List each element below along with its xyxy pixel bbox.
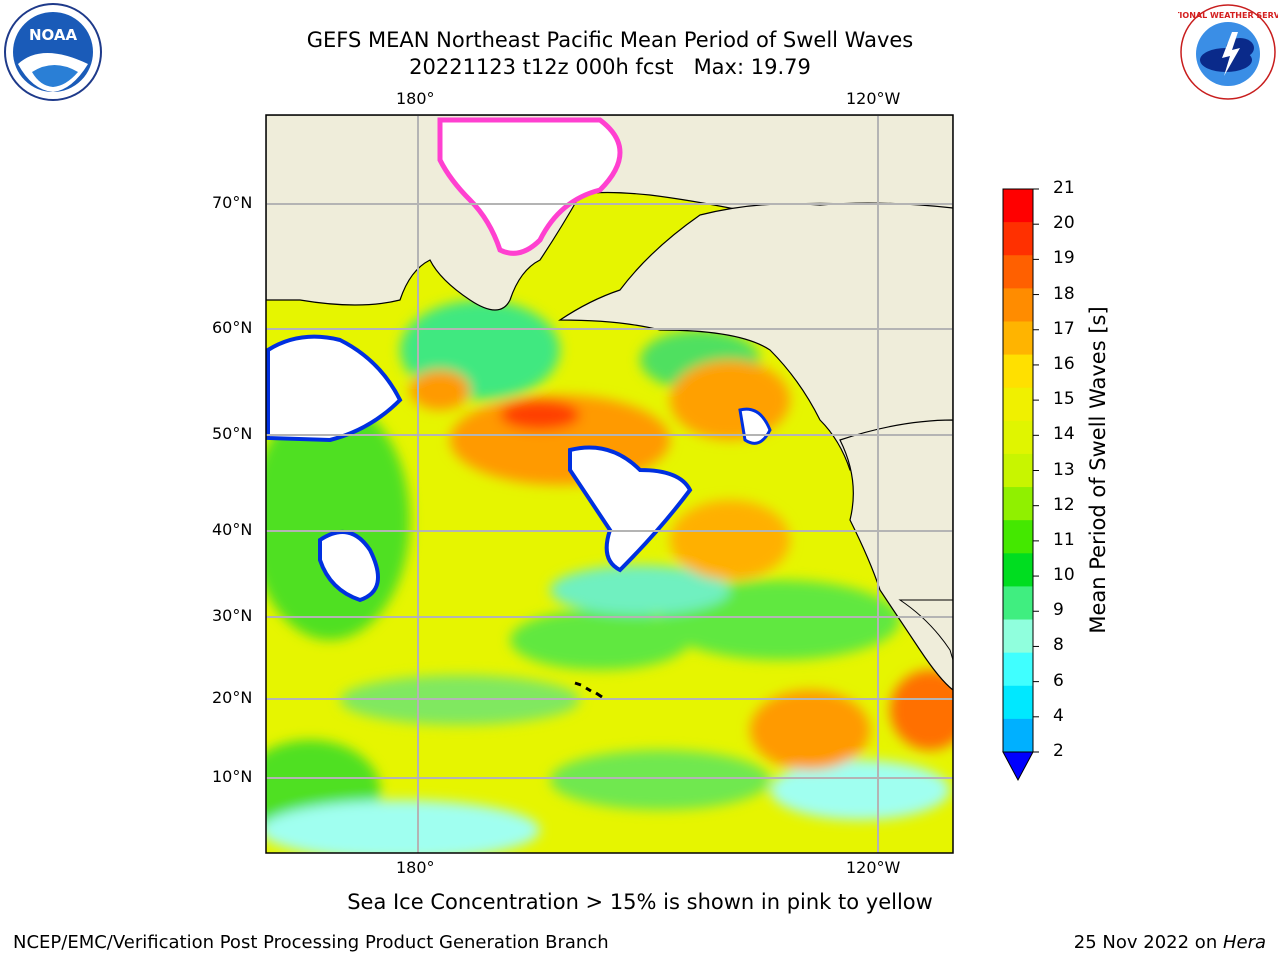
- colorbar-tick-label: 12: [1053, 494, 1075, 515]
- colorbar-segment: [1003, 619, 1033, 654]
- lon-label-top-120w: 120°W: [846, 89, 901, 108]
- colorbar-segment: [1003, 553, 1033, 587]
- colorbar-segment: [1003, 321, 1033, 356]
- colorbar-segment: [1003, 685, 1033, 720]
- colorbar-segment: [1003, 453, 1033, 488]
- colorbar-segment: [1003, 487, 1033, 521]
- colorbar-extension: [1002, 751, 1034, 782]
- noaa-logo-text: NOAA: [29, 26, 78, 44]
- colorbar-tick-label: 13: [1053, 459, 1075, 480]
- colorbar-segment: [1003, 652, 1033, 687]
- colorbar-label: Mean Period of Swell Waves [s]: [1086, 306, 1110, 634]
- colorbar-tick-label: 16: [1053, 353, 1075, 374]
- colorbar-tick-label: 2: [1053, 741, 1064, 761]
- lon-label-top-180: 180°: [396, 89, 435, 108]
- sea-ice-caption: Sea Ice Concentration > 15% is shown in …: [347, 890, 933, 914]
- colorbar-tick-label: 10: [1053, 565, 1075, 586]
- colorbar-tick-label: 14: [1053, 424, 1075, 445]
- colorbar-tick-label: 4: [1053, 705, 1064, 726]
- lat-label-10n: 10°N: [212, 767, 253, 786]
- graticule: [266, 115, 953, 853]
- lat-label-60n: 60°N: [212, 318, 253, 337]
- colorbar-tick-label: 11: [1053, 529, 1075, 550]
- footer-host: Hera: [1222, 932, 1266, 953]
- map-area: [266, 115, 953, 853]
- colorbar-tick-label: 9: [1053, 600, 1064, 621]
- colorbar-tick-label: 8: [1053, 635, 1064, 656]
- colorbar-tick-label: 18: [1053, 283, 1075, 304]
- colorbar-tick-label: 21: [1053, 178, 1075, 198]
- title-line-2: 20221123 t12z 000h fcst Max: 19.79: [409, 55, 811, 79]
- lat-label-50n: 50°N: [212, 424, 253, 443]
- lat-label-20n: 20°N: [212, 688, 253, 707]
- footer-credit: NCEP/EMC/Verification Post Processing Pr…: [13, 932, 609, 953]
- colorbar-segment: [1003, 222, 1033, 256]
- map-frame: [265, 114, 954, 854]
- nws-logo-text: NATIONAL WEATHER SERVICE: [1178, 11, 1278, 20]
- lat-label-30n: 30°N: [212, 606, 253, 625]
- title-line-1: GEFS MEAN Northeast Pacific Mean Period …: [306, 28, 914, 52]
- colorbar-tick-label: 19: [1053, 248, 1075, 269]
- lat-label-40n: 40°N: [212, 520, 253, 539]
- colorbar-tick-label: 6: [1053, 670, 1064, 691]
- footer-date: 25 Nov 2022 on Hera: [1074, 932, 1266, 953]
- colorbar: [1002, 188, 1039, 782]
- colorbar-segment: [1003, 354, 1033, 389]
- swell-field: [266, 300, 953, 853]
- colorbar-segment: [1003, 255, 1033, 289]
- noaa-logo: NOAA: [4, 3, 102, 101]
- colorbar-segment: [1003, 586, 1033, 621]
- colorbar-segment: [1003, 387, 1033, 422]
- colorbar-segment: [1003, 288, 1033, 322]
- footer-date-text: 25 Nov 2022 on: [1073, 932, 1223, 953]
- nws-logo: NATIONAL WEATHER SERVICE: [1178, 4, 1278, 100]
- colorbar-tick-label: 17: [1053, 318, 1075, 339]
- colorbar-segment: [1003, 520, 1033, 554]
- colorbar-tick-label: 15: [1053, 389, 1075, 410]
- colorbar-segment: [1003, 189, 1033, 223]
- colorbar-segment: [1003, 718, 1033, 753]
- lon-label-bottom-180: 180°: [396, 858, 435, 877]
- lat-label-70n: 70°N: [212, 193, 253, 212]
- lon-label-bottom-120w: 120°W: [846, 858, 901, 877]
- colorbar-segment: [1003, 420, 1033, 455]
- colorbar-tick-label: 20: [1053, 213, 1075, 234]
